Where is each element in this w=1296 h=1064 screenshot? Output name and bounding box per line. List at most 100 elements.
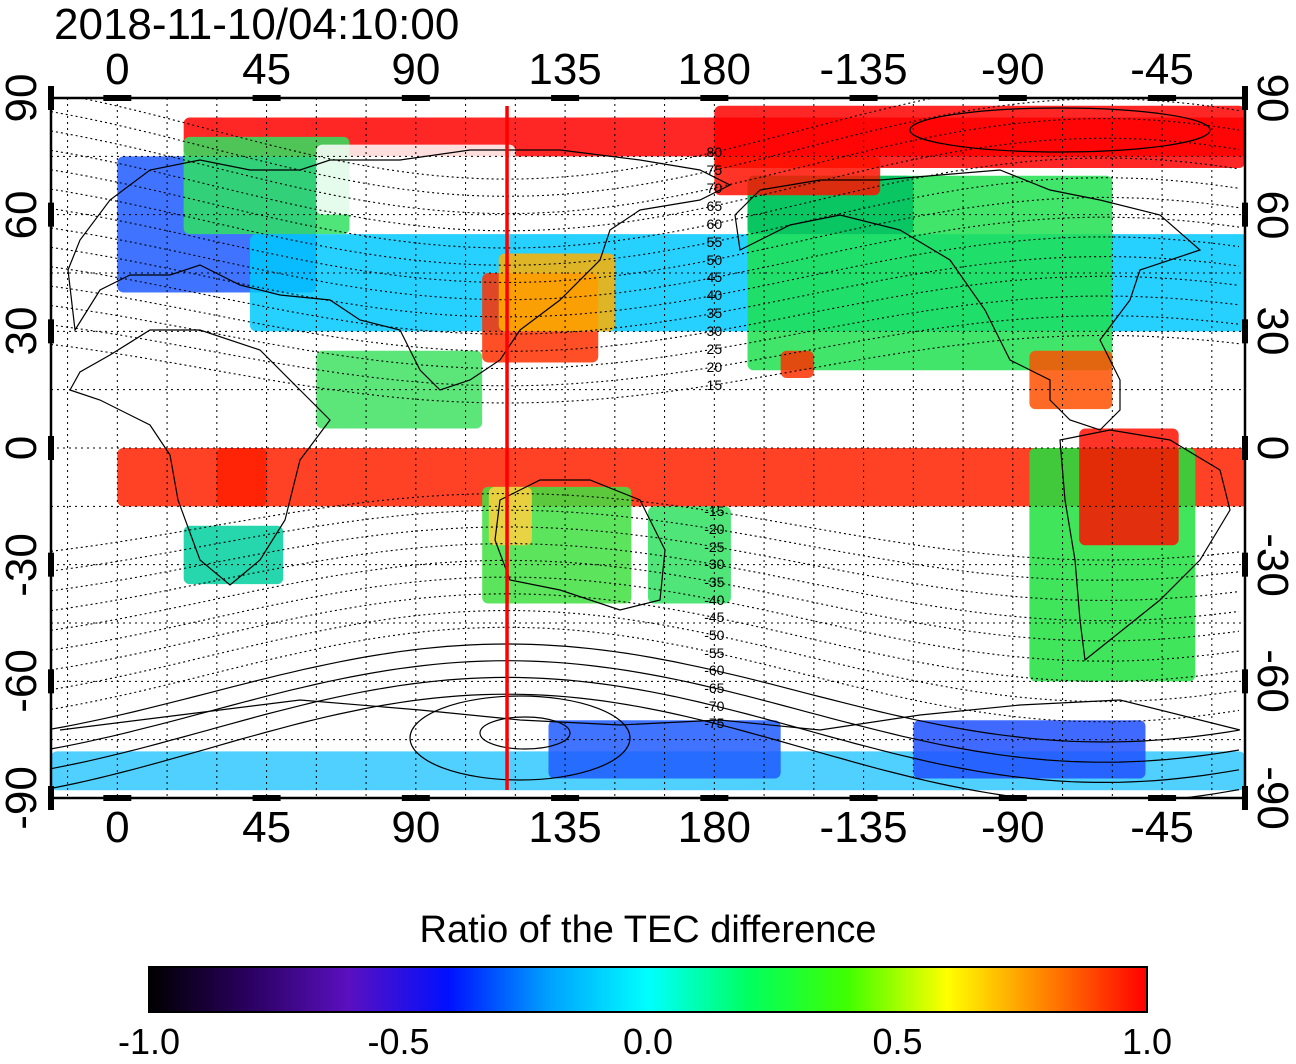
left-lat-label: -30 — [0, 532, 46, 597]
maglat-label: -55 — [704, 644, 725, 661]
right-tick-mark — [1242, 669, 1248, 694]
bottom-tick-mark — [401, 795, 430, 801]
magnetic-latitude-contours — [51, 98, 1240, 798]
maglat-contour — [51, 576, 1240, 662]
maglat-label: 75 — [706, 162, 723, 179]
maglat-label: 25 — [706, 341, 723, 358]
left-tick-mark — [48, 436, 54, 460]
bottom-lon-label: -90 — [981, 803, 1045, 852]
tec-region — [183, 136, 350, 235]
bottom-lon-label: -135 — [819, 803, 908, 852]
maglat-contour — [51, 693, 1240, 798]
top-lon-label: -45 — [1130, 45, 1194, 94]
maglat-contour — [51, 492, 1240, 561]
maglat-contour — [51, 559, 1240, 642]
top-lon-label: 0 — [105, 45, 130, 94]
tec-region — [498, 253, 615, 332]
top-tick-mark — [103, 95, 132, 101]
bottom-tick-mark — [998, 795, 1027, 801]
maglat-label: -60 — [704, 662, 725, 679]
tec-region — [913, 720, 1146, 779]
left-lat-label: 30 — [0, 306, 46, 356]
left-lat-label: -90 — [0, 766, 46, 830]
maglat-contour — [51, 137, 1240, 232]
bottom-lon-label: 135 — [528, 803, 602, 852]
right-lat-label: 60 — [1248, 190, 1296, 240]
colorbar-tick-label: -0.5 — [367, 1021, 430, 1062]
top-tick-mark — [998, 95, 1027, 101]
maglat-contour — [51, 593, 1240, 682]
maglat-contour — [51, 177, 1240, 266]
colorbar-tick-label: 0.5 — [872, 1021, 923, 1062]
right-lat-label: 30 — [1248, 306, 1296, 356]
colorbar-title: Ratio of the TEC difference — [419, 909, 877, 951]
maglat-label: -65 — [704, 680, 725, 697]
maglat-label: -25 — [704, 538, 725, 555]
bottom-tick-mark — [700, 795, 729, 801]
colorbar — [148, 966, 1148, 1013]
right-tick-mark — [1242, 436, 1248, 460]
maglat-label: -20 — [704, 521, 725, 538]
bottom-tick-mark — [252, 795, 281, 801]
left-tick-mark — [48, 319, 54, 344]
top-lon-label: 90 — [391, 45, 441, 94]
maglat-contour — [51, 334, 1240, 404]
left-lat-label: 0 — [0, 435, 46, 461]
maglat-label: 30 — [706, 323, 723, 340]
maglat-label: -50 — [704, 627, 725, 644]
right-lat-label: 0 — [1248, 435, 1296, 461]
bottom-lon-label: -45 — [1130, 803, 1194, 852]
left-tick-mark — [48, 786, 54, 810]
bottom-tick-mark — [849, 795, 878, 801]
maglat-label: -30 — [704, 556, 725, 573]
tec-region — [117, 448, 1245, 507]
maglat-label: 70 — [706, 179, 723, 196]
maglat-label: 15 — [706, 376, 723, 393]
maglat-contour — [51, 157, 1240, 249]
southern-ovals — [409, 695, 631, 781]
maglat-contour — [51, 676, 1240, 783]
right-lat-label: -30 — [1248, 532, 1296, 597]
maglat-label: 55 — [706, 233, 723, 250]
maglat-label: 40 — [706, 287, 723, 304]
tec-region — [780, 350, 814, 378]
colorbar-tick-label: 0.0 — [622, 1021, 674, 1062]
bottom-lon-label: 180 — [677, 803, 752, 852]
right-tick-mark — [1242, 552, 1248, 577]
maglat-label: 60 — [706, 215, 723, 232]
maglat-contour — [51, 295, 1240, 370]
maglat-label: -45 — [704, 609, 725, 626]
frame-ticks — [48, 86, 1248, 810]
left-tick-mark — [48, 552, 54, 577]
right-lat-label: 90 — [1248, 73, 1296, 123]
maglat-label: -70 — [704, 697, 725, 714]
maglat-contour — [51, 610, 1240, 703]
maglat-contour — [51, 643, 1240, 743]
maglat-contour — [51, 216, 1240, 301]
maglat-contour — [51, 543, 1240, 622]
maglat-contour — [51, 275, 1240, 352]
left-tick-mark — [48, 86, 54, 110]
left-tick-mark — [48, 202, 54, 227]
maglat-contour — [51, 256, 1240, 335]
maglat-label: 20 — [706, 358, 723, 375]
maglat-label: -15 — [704, 503, 725, 520]
top-tick-mark — [700, 95, 729, 101]
top-lon-label: 45 — [242, 45, 292, 94]
bottom-tick-mark — [551, 795, 580, 801]
top-lon-label: 180 — [677, 45, 752, 94]
bottom-tick-mark — [103, 795, 132, 801]
top-tick-mark — [252, 95, 281, 101]
maglat-contour — [51, 660, 1240, 763]
tec-region — [183, 525, 284, 585]
maglat-contour — [51, 236, 1240, 318]
maglat-label: -40 — [704, 591, 725, 608]
right-tick-mark — [1242, 202, 1248, 227]
graticule — [51, 98, 1245, 798]
tec-region — [714, 156, 881, 196]
maglat-contour — [51, 315, 1240, 387]
maglat-contour — [51, 526, 1240, 601]
tec-region — [316, 144, 516, 215]
tec-region — [1079, 428, 1179, 546]
